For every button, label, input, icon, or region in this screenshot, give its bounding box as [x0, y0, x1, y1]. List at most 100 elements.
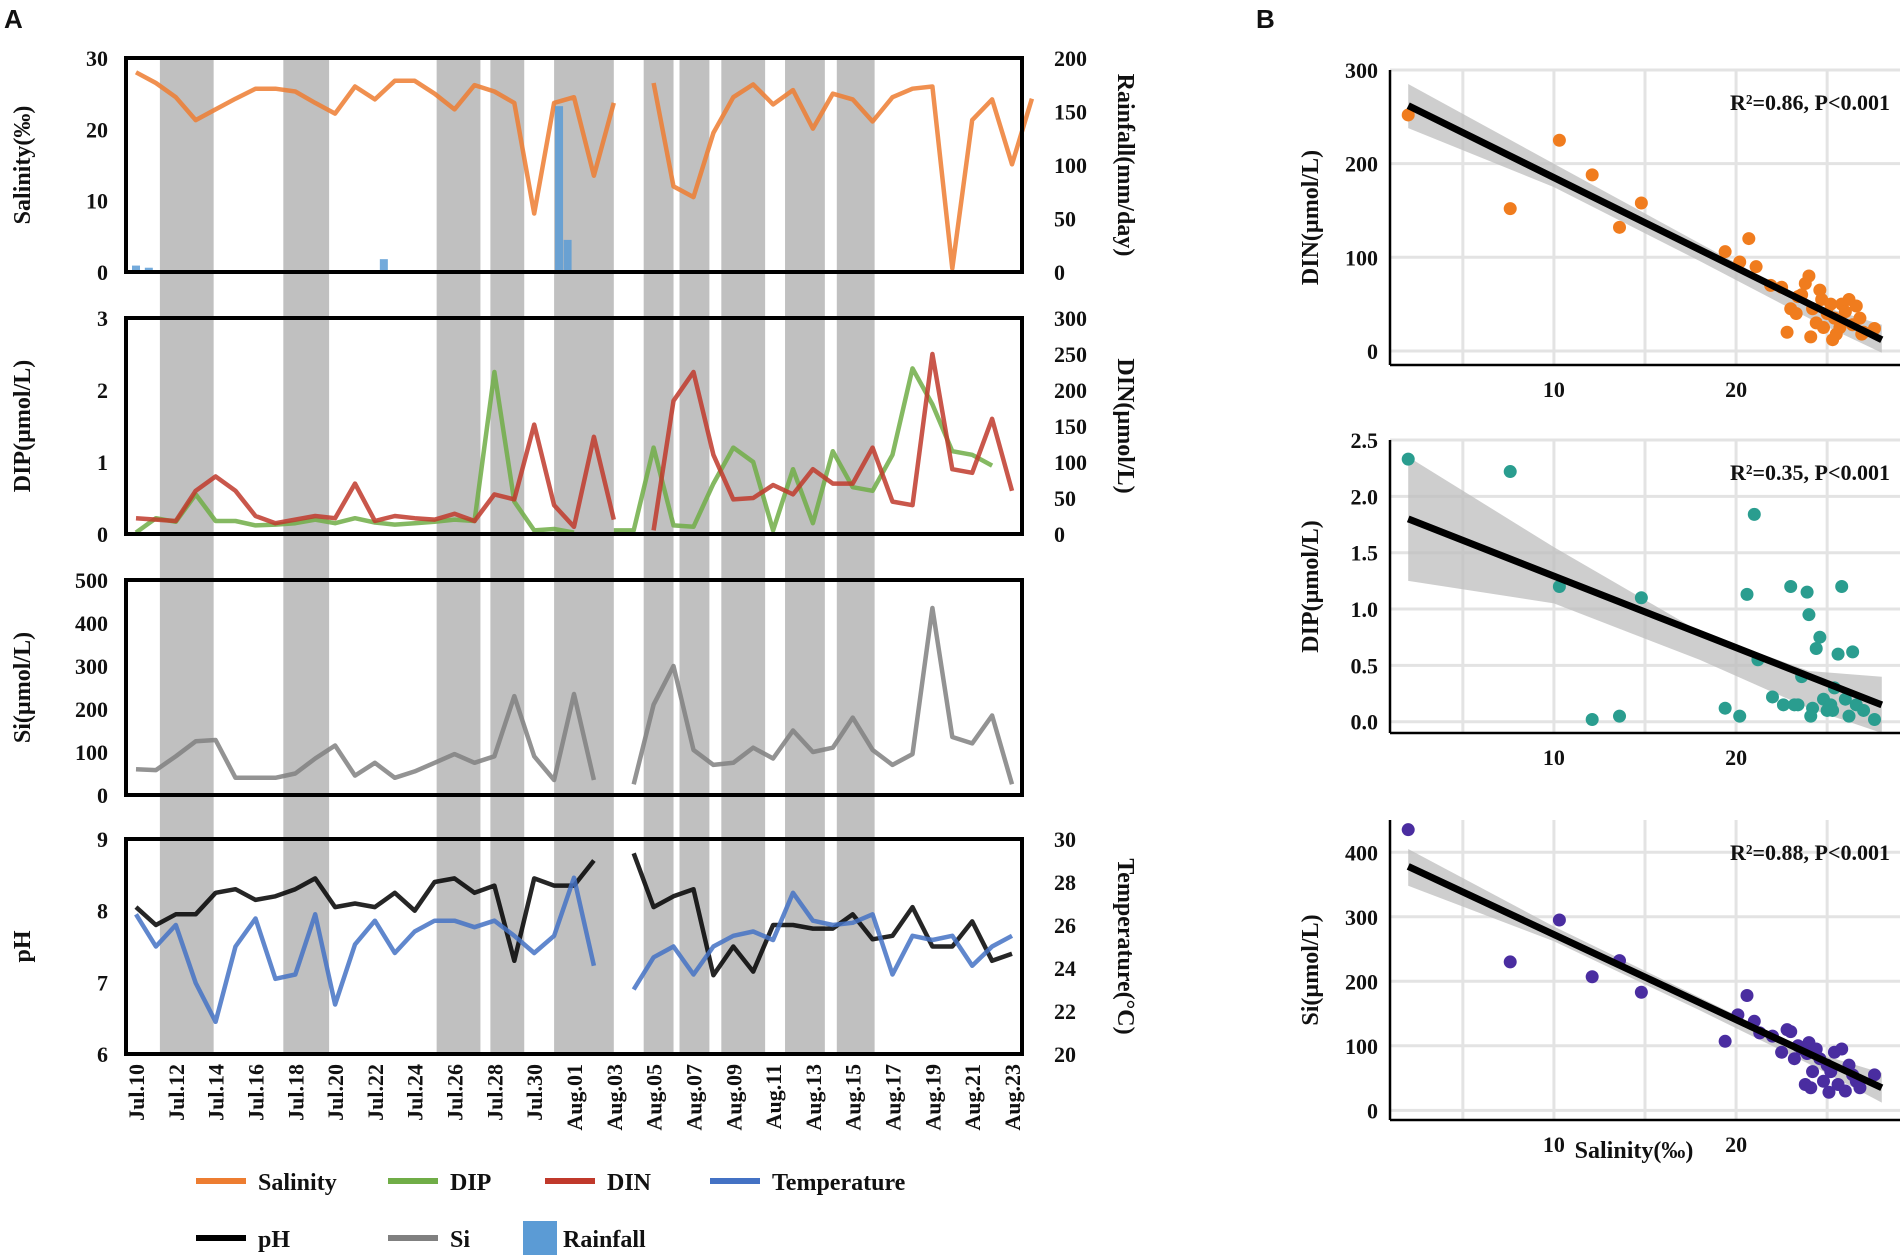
A1-ytick-1: 10 [86, 189, 108, 214]
B1-xtick-0: 10 [1543, 377, 1565, 402]
B3-point-5 [1634, 985, 1648, 999]
A3-ytick-3: 300 [75, 654, 108, 679]
A2-y2tick-0: 0 [1054, 522, 1065, 547]
B2-point-13 [1784, 580, 1798, 593]
shaded-band-3 [490, 58, 525, 1054]
xtick-18: Aug.15 [841, 1064, 866, 1131]
A4-y2tick-0: 20 [1054, 1042, 1076, 1067]
B2-point-25 [1831, 647, 1845, 661]
B3-annotation: R²=0.88, P<0.001 [1730, 840, 1890, 865]
B3-point-12 [1775, 1045, 1789, 1059]
xtick-2: Jul.14 [204, 1064, 229, 1121]
B2-point-6 [1718, 701, 1732, 715]
B3-point-0 [1401, 823, 1415, 837]
B1-point-6 [1718, 245, 1732, 259]
B3-point-20 [1806, 1065, 1820, 1079]
shaded-band-2 [436, 58, 481, 1054]
A3-ytick-5: 500 [75, 568, 108, 593]
B3-xlabel: Salinity(‰) [1575, 1138, 1694, 1164]
xtick-7: Jul.24 [403, 1064, 428, 1121]
xtick-21: Aug.21 [960, 1064, 985, 1131]
B2-point-32 [1868, 712, 1881, 726]
B1-point-31 [1853, 311, 1867, 325]
A2-series-dip [134, 366, 994, 535]
B2-point-29 [1846, 645, 1860, 659]
B2-ylabel: DIP(µmol/L) [1298, 520, 1324, 652]
A4-ytick-1: 7 [97, 970, 108, 995]
B3-point-1 [1503, 955, 1517, 969]
xtick-0: Jul.10 [124, 1064, 149, 1121]
A4-frame [124, 837, 1024, 1056]
B1-confidence-band [1408, 84, 1882, 353]
rainfall-bar-3 [144, 267, 153, 272]
legend-label-si: Si [450, 1227, 470, 1253]
B1-point-0 [1401, 108, 1415, 122]
B2-point-8 [1740, 587, 1754, 601]
A1-y2tick-0: 0 [1054, 260, 1065, 285]
B2-point-0 [1401, 452, 1415, 466]
A2-ytick-3: 3 [97, 306, 108, 331]
xtick-3: Jul.16 [243, 1064, 268, 1121]
B2-point-16 [1800, 585, 1814, 599]
A4-ytick-0: 6 [97, 1042, 108, 1067]
xtick-8: Jul.26 [443, 1064, 468, 1121]
B2-ytick-1: 0.5 [1351, 653, 1379, 678]
xtick-15: Aug.09 [721, 1064, 746, 1131]
A1-ylabel: Salinity(‰) [10, 106, 36, 225]
panel-a-timeseries: 0102030Salinity(‰)050100150200Rainfall(m… [10, 46, 1138, 1131]
B2-point-28 [1842, 709, 1856, 723]
B2-point-11 [1766, 690, 1779, 704]
A2-y2tick-3: 150 [1054, 414, 1087, 439]
B1-point-7 [1742, 232, 1756, 246]
legend-swatch-rainfall [523, 1221, 557, 1255]
B3-ytick-1: 100 [1345, 1034, 1378, 1059]
B3-ylabel: Si(µmol/L) [1298, 914, 1324, 1025]
xtick-6: Jul.22 [363, 1064, 388, 1121]
B3-point-35 [1804, 1081, 1818, 1095]
B1-point-30 [1849, 299, 1863, 313]
B2-confidence-band [1408, 456, 1882, 733]
xtick-12: Aug.03 [602, 1064, 627, 1131]
A3-ytick-1: 100 [75, 740, 108, 765]
B1-point-37 [1780, 325, 1794, 339]
B3-point-15 [1787, 1052, 1801, 1066]
B3-point-33 [1853, 1081, 1867, 1095]
B1-point-38 [1789, 306, 1803, 320]
rainfall-bar-99 [555, 106, 564, 273]
A4-y2tick-5: 30 [1054, 827, 1076, 852]
B1-point-16 [1802, 269, 1816, 283]
A4-y2tick-3: 26 [1054, 913, 1076, 938]
B1-point-3 [1585, 168, 1599, 182]
xtick-22: Aug.23 [1000, 1064, 1025, 1131]
shaded-band-8 [785, 58, 825, 1054]
B2-point-19 [1809, 641, 1823, 655]
A2-ylabel: DIP(µmol/L) [10, 360, 36, 492]
A1-y2tick-4: 200 [1054, 46, 1087, 71]
B2-ytick-4: 2.0 [1351, 484, 1379, 509]
A4-ytick-2: 8 [97, 899, 108, 924]
B3-point-8 [1740, 988, 1754, 1002]
B1-point-4 [1613, 220, 1626, 234]
B2-point-12 [1776, 698, 1790, 712]
A3-ytick-4: 400 [75, 611, 108, 636]
A2-ytick-2: 2 [97, 378, 108, 403]
A2-frame [124, 316, 1024, 536]
A1-y2tick-1: 50 [1054, 207, 1076, 232]
B1-point-33 [1826, 333, 1840, 347]
B3-ytick-4: 400 [1345, 840, 1378, 865]
A2-y2tick-4: 200 [1054, 378, 1087, 403]
A3-ylabel: Si(µmol/L) [10, 632, 36, 743]
legend-label-rainfall: Rainfall [563, 1227, 646, 1253]
B2-point-7 [1733, 709, 1747, 723]
B1-ytick-0: 0 [1367, 339, 1378, 364]
A2-ytick-1: 1 [97, 450, 108, 475]
shaded-band-0 [159, 58, 214, 1054]
A2-y2tick-5: 250 [1054, 342, 1087, 367]
B1-point-27 [1838, 305, 1852, 319]
B3-point-23 [1817, 1074, 1830, 1088]
B2-ytick-2: 1.0 [1351, 597, 1379, 622]
legend-label-din: DIN [607, 1170, 652, 1196]
A4-series-ph [134, 852, 1013, 978]
